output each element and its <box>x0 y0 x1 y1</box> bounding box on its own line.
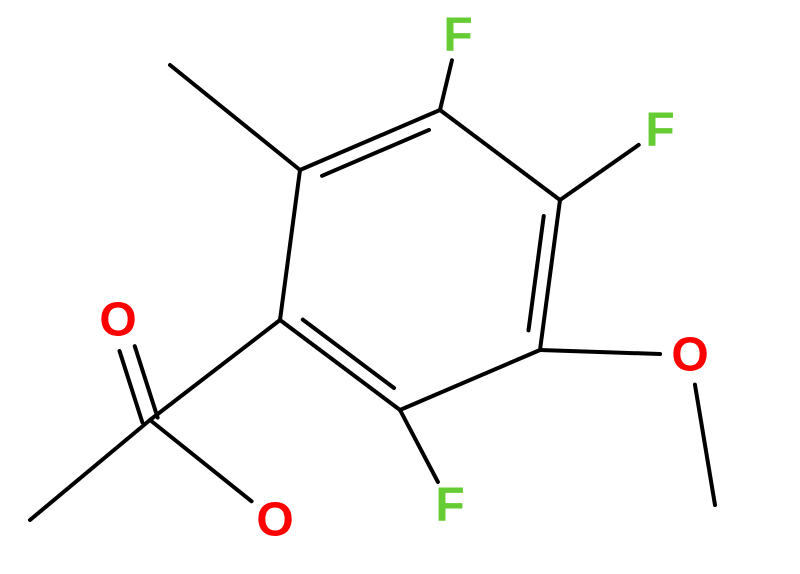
atom-label-o: O <box>256 494 293 547</box>
atom-label-f: F <box>435 479 464 532</box>
bond <box>540 350 660 354</box>
bond <box>400 410 438 482</box>
bond <box>400 350 540 410</box>
molecule-diagram: F F O F O O <box>0 0 800 574</box>
bond <box>280 170 300 320</box>
atom-label-o: O <box>671 329 708 382</box>
bond <box>560 145 639 200</box>
bond <box>150 320 280 420</box>
bond <box>440 60 452 110</box>
atom-label-f: F <box>645 104 674 157</box>
bond <box>529 216 544 330</box>
bond <box>695 385 715 505</box>
atom-label-f: F <box>443 9 472 62</box>
bond <box>280 320 400 410</box>
bond <box>30 420 150 520</box>
atom-label-o: O <box>99 294 136 347</box>
bond <box>300 110 440 170</box>
bond <box>303 320 394 388</box>
bond <box>170 65 300 170</box>
bond <box>150 420 252 501</box>
bond <box>440 110 560 200</box>
